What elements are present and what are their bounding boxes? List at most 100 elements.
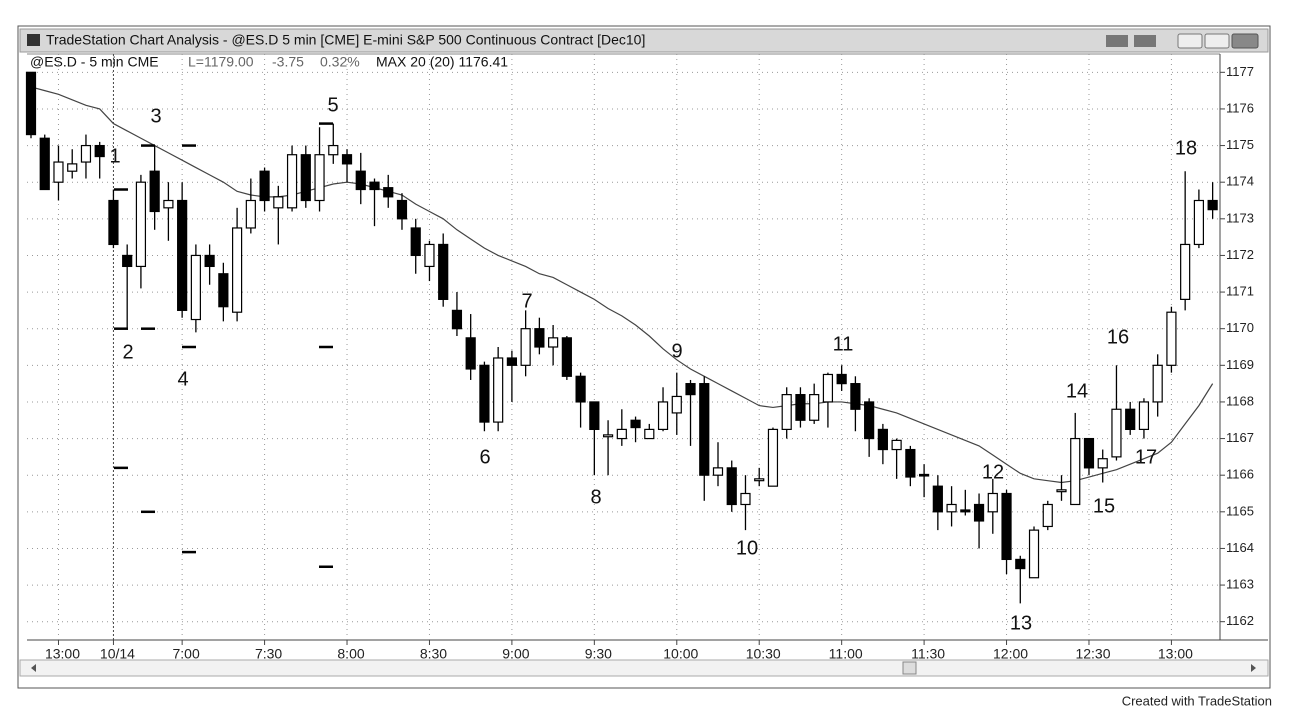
candle-body (479, 364, 490, 423)
candle-body (548, 337, 559, 348)
y-tick-label: 1171 (1226, 284, 1254, 299)
candle-body (341, 154, 353, 165)
candle-body (424, 243, 435, 268)
candle-body (493, 357, 504, 423)
y-tick-label: 1172 (1226, 247, 1254, 262)
scroll-thumb[interactable] (902, 661, 917, 675)
info-text: -3.75 (272, 54, 304, 70)
candle-body (245, 199, 256, 229)
candle-body (80, 144, 92, 163)
y-tick-label: 1168 (1226, 393, 1254, 408)
candle-body (932, 485, 943, 513)
candle-body (286, 154, 298, 209)
annotation: 4 (177, 368, 188, 390)
candle-body (1207, 199, 1218, 211)
candle-body (781, 394, 792, 431)
y-tick-label: 1167 (1226, 430, 1254, 445)
window-title: TradeStation Chart Analysis - @ES.D 5 mi… (46, 32, 645, 48)
candle-body (383, 187, 394, 198)
annotation: 14 (1066, 380, 1088, 402)
annotation: 3 (150, 105, 161, 127)
candle-body (410, 227, 421, 257)
candle-body (163, 199, 174, 209)
annotation: 1 (109, 145, 120, 167)
candle-body (1015, 558, 1026, 570)
candle-body (864, 401, 875, 440)
toolbar-button[interactable] (1134, 35, 1156, 47)
x-tick-label: 12:30 (1075, 646, 1110, 662)
candle-body (465, 337, 476, 370)
x-tick-label: 8:30 (420, 646, 447, 662)
app-icon (27, 34, 40, 46)
annotation: 10 (736, 537, 758, 559)
info-text: MAX 20 (20) 1176.41 (376, 54, 508, 70)
candle-body (177, 199, 188, 311)
candle-body (809, 394, 820, 421)
candle-body (1056, 489, 1067, 493)
candle-body (877, 428, 888, 451)
x-tick-label: 10:30 (746, 646, 781, 662)
annotation: 13 (1010, 612, 1032, 634)
candle-body (300, 154, 311, 202)
candle-body (616, 428, 627, 440)
y-tick-label: 1170 (1226, 320, 1254, 335)
close-button[interactable] (1231, 33, 1259, 49)
info-text: L=1179.00 (188, 54, 254, 70)
x-tick-label: 11:30 (911, 646, 945, 662)
candle-body (53, 161, 64, 183)
candle-body (973, 503, 985, 522)
maximize-button[interactable] (1204, 33, 1230, 49)
candle-body (506, 357, 517, 366)
title-bar (19, 28, 1269, 53)
footer: Created with TradeStation (1122, 693, 1272, 708)
minimize-button[interactable] (1177, 33, 1203, 49)
annotation: 11 (833, 333, 854, 355)
candle-body (754, 478, 765, 482)
y-tick-label: 1163 (1226, 577, 1254, 592)
candle-body (822, 373, 834, 403)
candle-body (1193, 199, 1205, 246)
candle-body (699, 383, 710, 476)
x-tick-label: 9:00 (502, 646, 529, 662)
candle-body (94, 144, 105, 158)
window-frame (17, 25, 1271, 689)
annotation: 17 (1135, 446, 1157, 468)
info-line: @ES.D - 5 min CME L=1179.00 -3.75 0.32% MAX … (30, 54, 508, 70)
candle-body (190, 254, 201, 321)
x-tick-label: 13:00 (1158, 646, 1193, 662)
toolbar-button[interactable] (1106, 35, 1128, 47)
candle-body (987, 492, 998, 513)
candle-body (960, 509, 971, 513)
annotation: 6 (479, 446, 490, 468)
candle-body (122, 254, 133, 268)
candle-body (657, 401, 669, 431)
candle-body (1125, 408, 1136, 431)
annotation: 18 (1175, 137, 1197, 159)
candle-body (1152, 364, 1163, 403)
annotation: 16 (1107, 326, 1129, 348)
scrollbar[interactable] (19, 659, 1269, 677)
annotation: 9 (671, 340, 682, 362)
scroll-right[interactable] (1251, 664, 1256, 672)
candle-body (726, 467, 737, 506)
candle-body (396, 199, 408, 220)
scroll-left[interactable] (31, 664, 36, 672)
candle-body (891, 439, 902, 451)
candle-body (1166, 311, 1177, 366)
x-tick-label: 8:00 (337, 646, 364, 662)
candle-body (1180, 243, 1191, 300)
x-tick-label: 7:30 (255, 646, 282, 662)
annotation: 7 (521, 290, 532, 312)
x-tick-label: 10:00 (663, 646, 698, 662)
annotation: 5 (327, 94, 338, 116)
candle-body (630, 419, 641, 429)
candle-body (1097, 458, 1108, 469)
candle-body (1070, 437, 1081, 506)
candle-body (712, 467, 724, 476)
x-tick-label: 11:00 (829, 646, 863, 662)
candle-body (795, 394, 806, 421)
candle-body (740, 492, 751, 506)
y-tick-label: 1165 (1226, 503, 1254, 518)
candle-body (135, 181, 147, 268)
candle-body (836, 373, 847, 385)
